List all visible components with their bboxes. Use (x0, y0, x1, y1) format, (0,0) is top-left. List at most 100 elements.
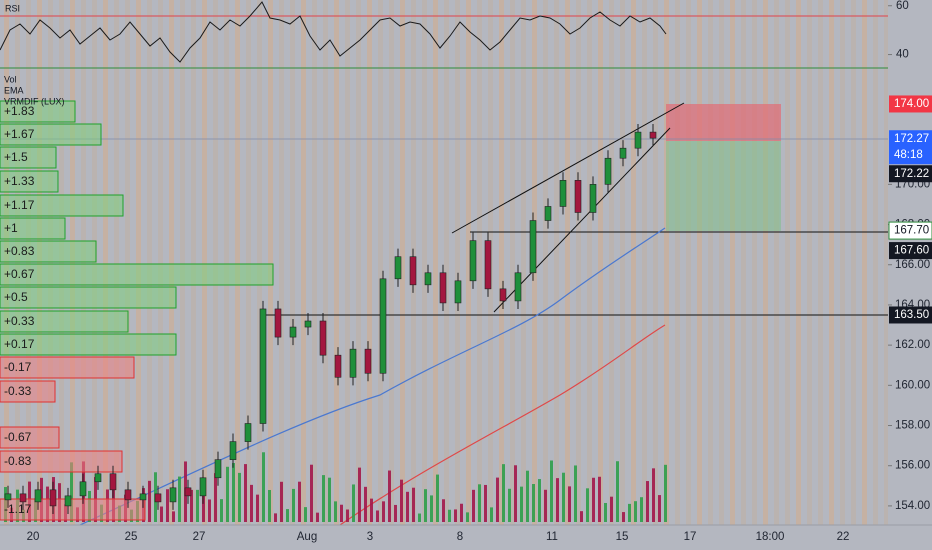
stripe (345, 0, 350, 525)
stripe (213, 0, 218, 525)
volume-bar (664, 464, 667, 522)
vol-label[interactable]: Vol (4, 74, 17, 84)
stripe (312, 0, 317, 525)
candle-body (334, 354, 342, 378)
countdown: 48:18 (894, 149, 923, 161)
volume-bar (190, 489, 193, 522)
stripe (455, 0, 460, 525)
volume-bar (472, 489, 475, 522)
candle-body (649, 131, 657, 139)
stripe (752, 0, 757, 525)
time-label: 20 (27, 531, 40, 543)
volume-bar (394, 504, 397, 522)
profile-label[interactable]: VRMDIF (LUX) (4, 96, 65, 106)
stripe (719, 0, 724, 525)
candle-body (259, 308, 267, 424)
volume-bar (658, 495, 661, 522)
candle-body (559, 180, 567, 207)
candle-body (319, 320, 327, 356)
volume-bar (526, 470, 529, 522)
stripe (334, 0, 339, 525)
volume-bar (412, 487, 415, 522)
volume-bar (580, 511, 583, 522)
stripe (653, 0, 658, 525)
stripe (191, 0, 196, 525)
volume-bar (322, 475, 325, 522)
candle-body (619, 147, 627, 159)
stripe (158, 0, 163, 525)
stripe (521, 0, 526, 525)
stripe (246, 0, 251, 525)
candle-body (289, 326, 297, 338)
stripe (763, 0, 768, 525)
profile-label: +1 (4, 221, 18, 235)
volume-bar (232, 463, 235, 522)
stripe (818, 0, 823, 525)
volume-bar (616, 461, 619, 522)
stripe (576, 0, 581, 525)
rsi-label[interactable]: RSI (5, 3, 20, 13)
price-tag-label: 174.00 (894, 98, 929, 110)
volume-bar (454, 509, 457, 522)
stripe (290, 0, 295, 525)
candle-body (304, 320, 312, 328)
profile-bar (0, 426, 60, 449)
candle-body (364, 348, 372, 374)
session-stripes (4, 0, 889, 525)
stop-zone (666, 104, 781, 141)
volume-bar (502, 464, 505, 522)
candle-body (94, 473, 102, 483)
price-tag-label: 172.27 (894, 133, 929, 145)
volume-bar (592, 477, 595, 522)
volume-bar (448, 509, 451, 522)
volume-bar (646, 481, 649, 522)
stripe (389, 0, 394, 525)
stripe (400, 0, 405, 525)
stripe (873, 0, 878, 525)
volume-bar (574, 465, 577, 522)
stripe (268, 0, 273, 525)
candle-body (604, 157, 612, 185)
candle-body (409, 256, 417, 286)
time-label: 25 (125, 531, 138, 543)
volume-bar (214, 473, 217, 522)
volume-bar (652, 468, 655, 522)
candle-body (199, 477, 207, 497)
candle-body (4, 493, 12, 501)
volume-bar (226, 466, 229, 522)
stripe (884, 0, 889, 525)
time-label: 27 (193, 531, 206, 543)
volume-bar (274, 513, 277, 522)
price-tick-label: 156.00 (895, 460, 930, 472)
stripe (279, 0, 284, 525)
candle-body (484, 240, 492, 290)
volume-bar (466, 512, 469, 522)
ema-label[interactable]: EMA (4, 85, 24, 95)
candles (4, 124, 657, 514)
profile-bar (0, 380, 56, 403)
candle-body (19, 493, 27, 503)
candle-body (169, 487, 177, 503)
price-tag-label: 172.22 (894, 168, 929, 180)
profile-label: +1.5 (4, 150, 28, 164)
volume-bar (370, 498, 373, 522)
volume-bar (382, 501, 385, 522)
time-label: 17 (684, 531, 697, 543)
profile-label: -0.83 (4, 454, 32, 468)
price-tick-label: 158.00 (895, 420, 930, 432)
candle-body (124, 489, 132, 501)
stripe (697, 0, 702, 525)
candle-body (139, 493, 147, 501)
volume-bar (520, 486, 523, 522)
price-tick-label: 166.00 (895, 259, 930, 271)
volume-bar (160, 506, 163, 522)
profile-label: +1.67 (4, 127, 35, 141)
volume-bar (424, 489, 427, 522)
candle-body (379, 278, 387, 374)
volume-bar (514, 465, 517, 522)
profile-bar (0, 146, 57, 169)
stripe (807, 0, 812, 525)
profile-bar (0, 217, 66, 240)
candle-body (214, 459, 222, 479)
volume-bar (640, 497, 643, 522)
